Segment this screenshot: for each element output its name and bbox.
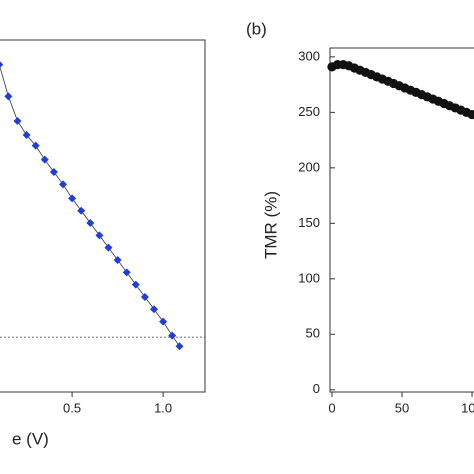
y-tick-label: 250: [298, 104, 320, 119]
x-tick-label: 1.0: [154, 400, 172, 415]
diamond-marker: [104, 243, 113, 252]
diamond-marker: [131, 280, 140, 289]
y-tick-label: 300: [298, 48, 320, 63]
y-tick-label: 0: [313, 381, 320, 396]
diamond-marker: [168, 331, 177, 340]
diamond-marker: [86, 219, 95, 228]
scatter-point: [467, 109, 474, 120]
diamond-marker: [49, 168, 58, 176]
diamond-marker: [22, 131, 31, 140]
y-axis-label: TMR (%): [261, 191, 280, 259]
y-tick-label: 100: [298, 270, 320, 285]
diamond-marker: [4, 92, 13, 101]
diamond-marker: [58, 180, 67, 189]
y-tick-label: 50: [306, 326, 320, 341]
diamond-marker: [0, 61, 4, 68]
y-tick-label: 150: [298, 215, 320, 230]
diamond-marker: [113, 256, 122, 264]
x-tick-label: 100: [461, 400, 474, 415]
plot-frame: [0, 39, 206, 393]
diamond-marker: [175, 342, 184, 351]
x-axis-label: e (V): [12, 429, 49, 448]
x-tick-label: 0.5: [63, 400, 81, 415]
x-tick-label: 0: [328, 400, 335, 415]
diamond-marker: [140, 292, 149, 301]
plot-frame: [329, 47, 474, 393]
diamond-marker: [150, 305, 159, 314]
diamond-marker: [31, 141, 40, 150]
x-tick-label: 50: [395, 400, 409, 415]
y-tick-label: 200: [298, 159, 320, 174]
diamond-marker: [68, 194, 77, 203]
diamond-marker: [122, 268, 131, 277]
diamond-marker: [159, 317, 168, 326]
panel-label: (b): [246, 19, 267, 38]
diamond-marker: [13, 116, 22, 125]
diamond-marker: [95, 231, 104, 240]
diamond-marker: [40, 155, 49, 164]
diamond-marker: [77, 206, 86, 215]
